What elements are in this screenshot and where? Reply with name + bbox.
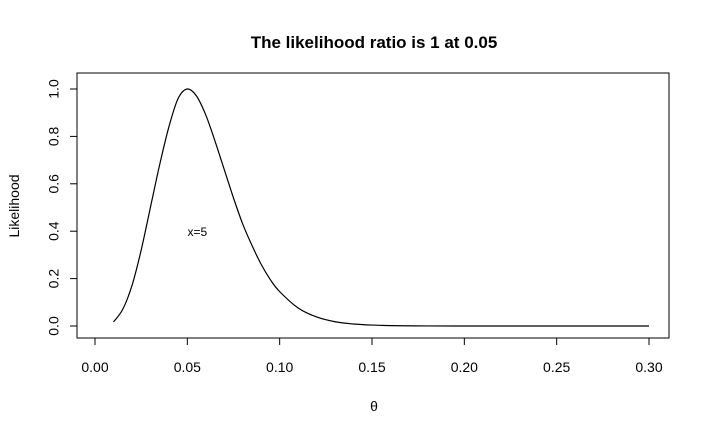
chart-title: The likelihood ratio is 1 at 0.05 (251, 33, 498, 52)
y-tick-label: 0.8 (46, 126, 62, 146)
x-tick-label: 0.25 (543, 359, 570, 375)
y-tick-label: 0.0 (46, 316, 62, 336)
likelihood-curve (112, 88, 649, 327)
x-tick-label: 0.10 (266, 359, 293, 375)
y-tick-label: 1.0 (46, 79, 62, 99)
x-tick-label: 0.00 (81, 359, 108, 375)
x-tick-label: 0.30 (635, 359, 662, 375)
x-tick-label: 0.05 (174, 359, 201, 375)
x-tick-label: 0.20 (451, 359, 478, 375)
y-axis-label: Likelihood (6, 174, 22, 237)
plot-frame (76, 72, 670, 339)
x-tick-label: 0.15 (358, 359, 385, 375)
annotation-label: x=5 (187, 225, 207, 239)
x-axis: 0.00 0.05 0.10 0.15 0.20 0.25 0.30 (81, 337, 663, 375)
x-axis-label: θ (370, 398, 378, 414)
y-tick-label: 0.2 (46, 269, 62, 289)
y-axis: 0.0 0.2 0.4 0.6 0.8 1.0 (46, 79, 78, 336)
y-tick-label: 0.6 (46, 174, 62, 194)
y-tick-label: 0.4 (46, 221, 62, 241)
